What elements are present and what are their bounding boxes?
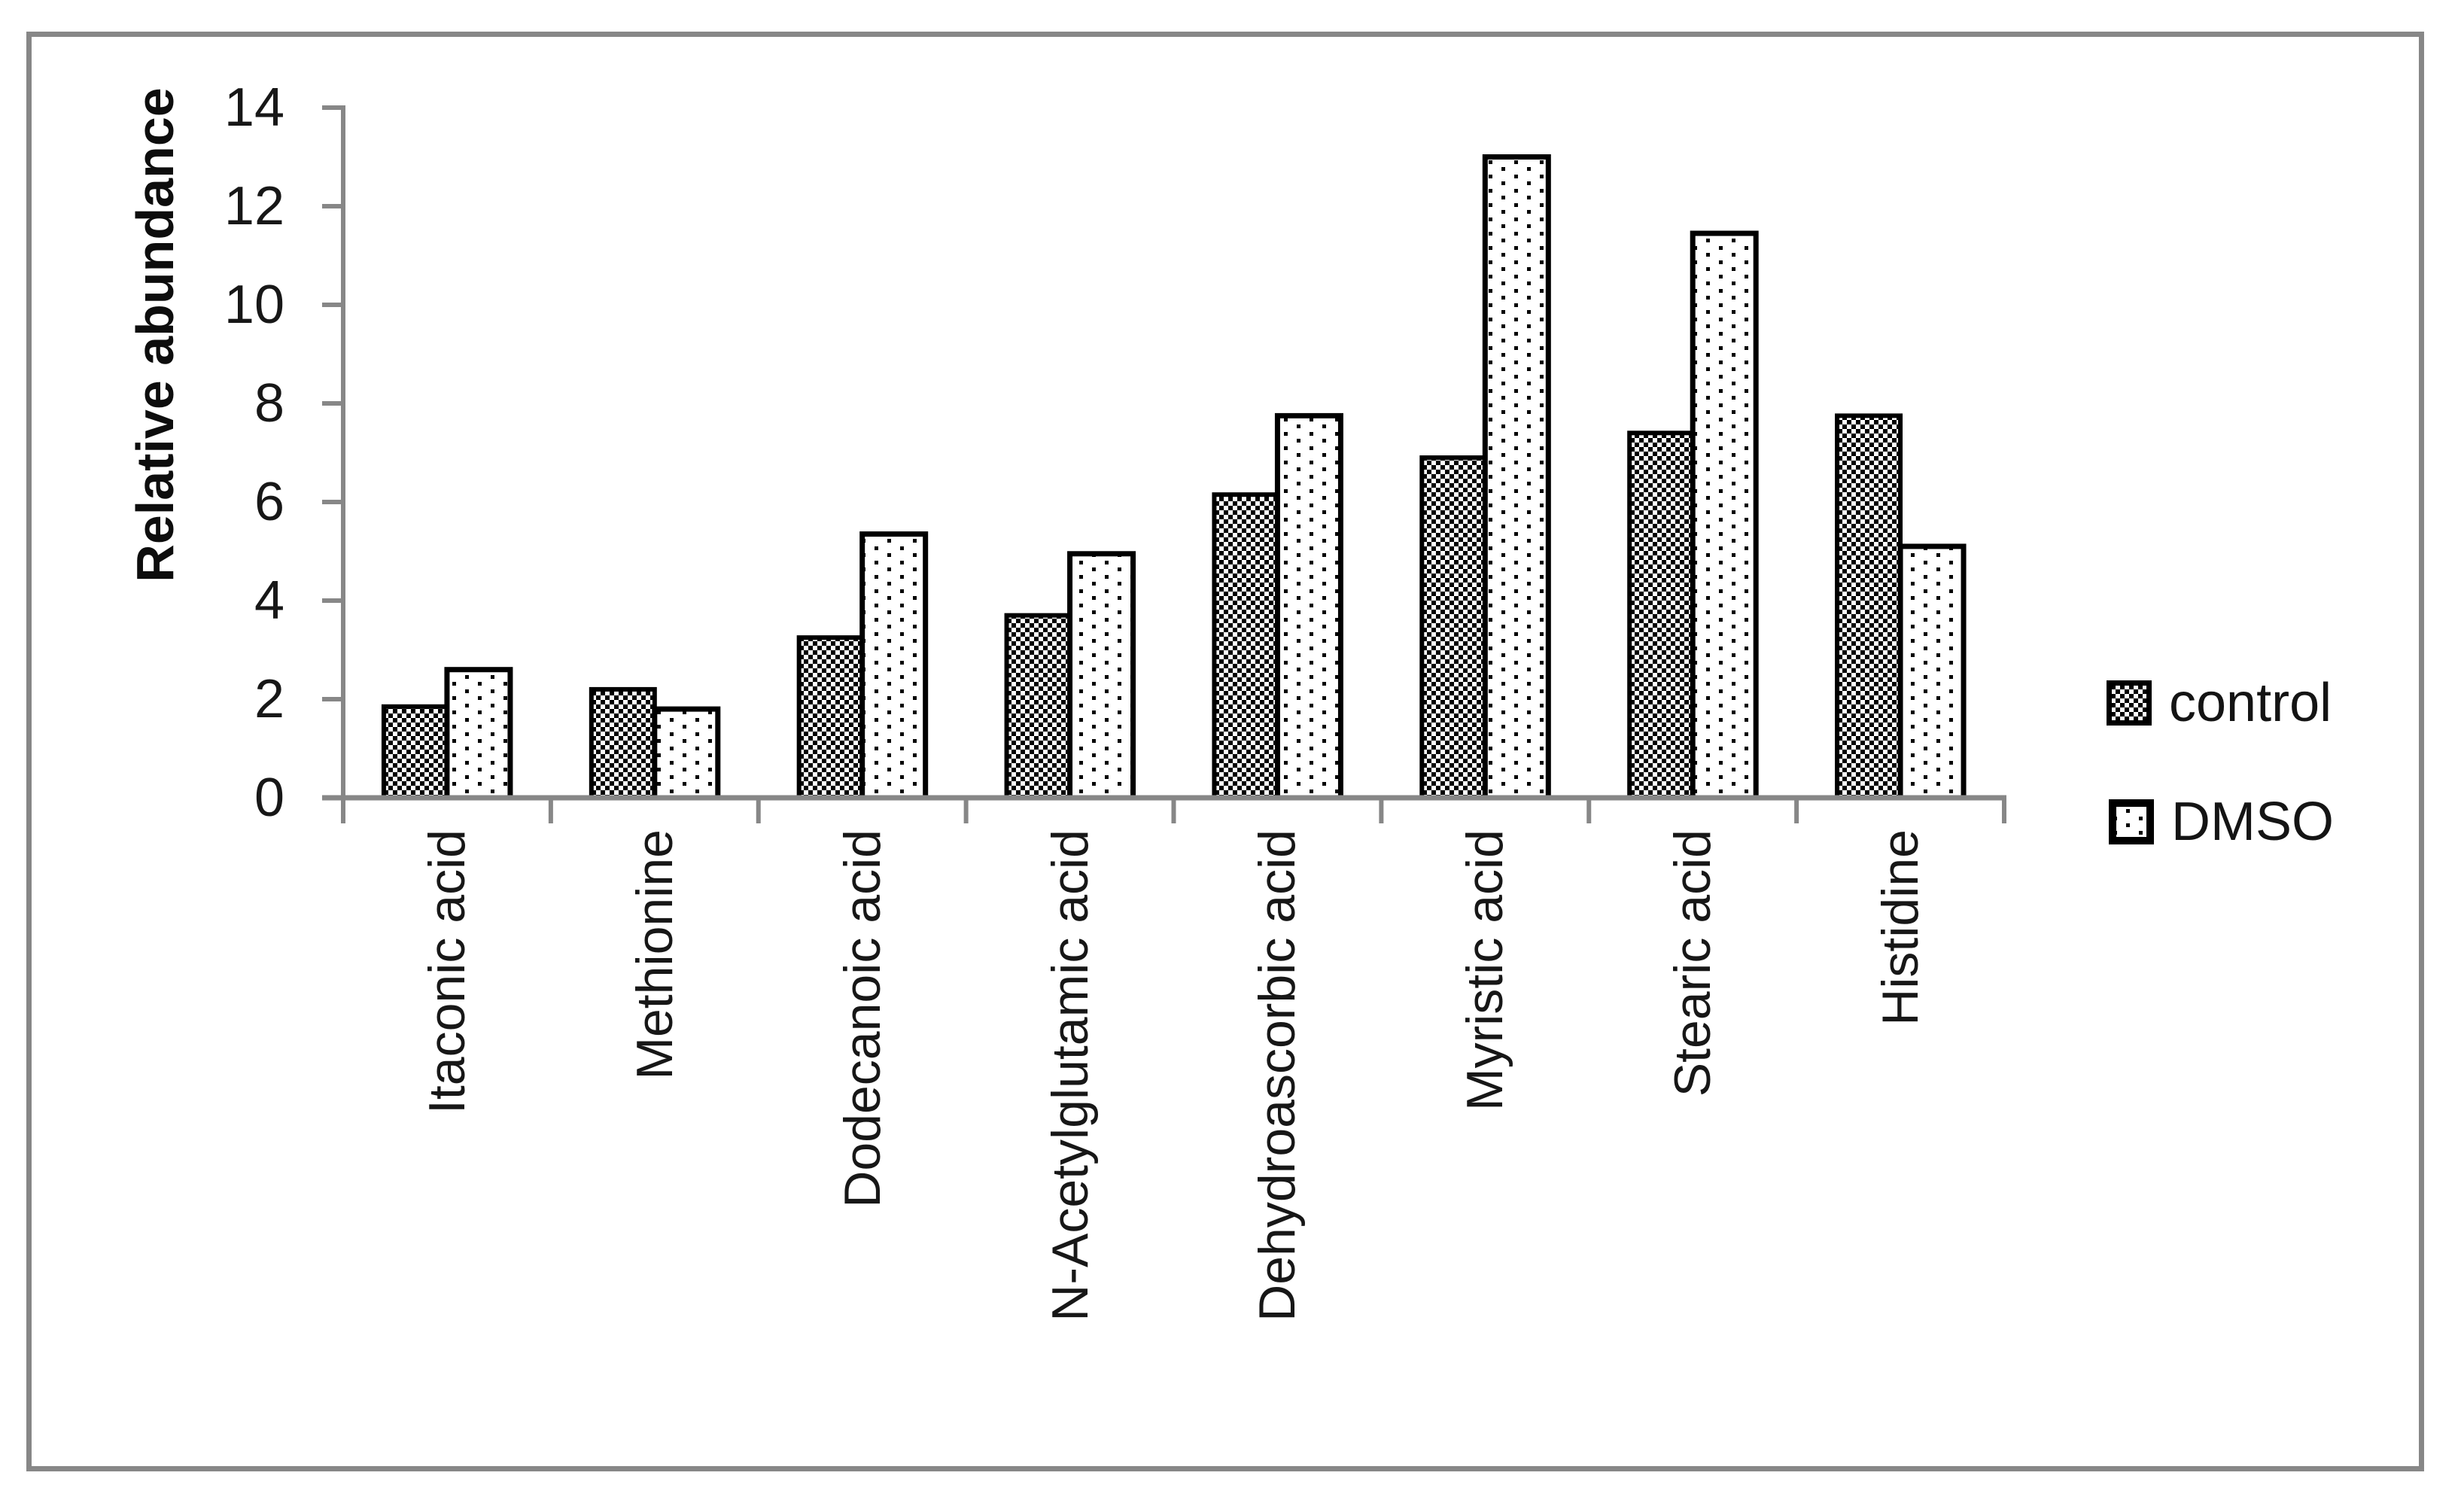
legend-item-control: control	[2107, 672, 2332, 734]
legend-label-control: control	[2169, 673, 2332, 733]
y-tick-label-8: 8	[254, 373, 284, 434]
x-category-label-methionine: Methionine	[625, 829, 683, 1080]
axes-layer	[322, 105, 2006, 823]
y-tick-label-6: 6	[254, 472, 284, 532]
y-tick-label-4: 4	[254, 570, 284, 631]
x-category-label-myristic-acid: Myristic acid	[1456, 829, 1514, 1112]
bar-DMSO-n-acetylglutamic-acid	[1067, 551, 1136, 801]
legend-label-dmso: DMSO	[2171, 792, 2334, 852]
x-category-label-histidine: Histidine	[1872, 829, 1930, 1026]
bar-control-myristic-acid	[1419, 455, 1488, 800]
x-category-label-stearic-acid: Stearic acid	[1664, 829, 1722, 1097]
bars-layer	[381, 154, 1967, 801]
bar-DMSO-methionine	[652, 706, 721, 801]
x-category-label-dodecanoic-acid: Dodecanoic acid	[833, 829, 891, 1208]
bar-control-dehydroascorbic-acid	[1212, 492, 1280, 800]
y-tick-label-10: 10	[224, 275, 284, 335]
bar-control-histidine	[1835, 413, 1903, 800]
y-tick-label-0: 0	[254, 768, 284, 828]
control-pattern-swatch-icon	[2107, 680, 2152, 726]
bar-DMSO-myristic-acid	[1482, 154, 1551, 801]
bar-control-methionine	[589, 686, 657, 801]
bar-DMSO-itaconic-acid	[444, 667, 513, 801]
bar-DMSO-dehydroascorbic-acid	[1274, 412, 1343, 801]
x-category-label-n-acetylglutamic-acid: N-Acetylglutamic acid	[1041, 829, 1099, 1322]
y-tick-label-2: 2	[254, 669, 284, 729]
bar-control-itaconic-acid	[381, 704, 449, 801]
bar-DMSO-stearic-acid	[1690, 230, 1759, 801]
bar-control-dodecanoic-acid	[796, 635, 865, 800]
bar-control-stearic-acid	[1627, 431, 1696, 800]
bar-DMSO-histidine	[1897, 543, 1967, 801]
y-tick-label-14: 14	[224, 78, 284, 138]
x-category-label-itaconic-acid: Itaconic acid	[418, 829, 476, 1114]
y-tick-label-12: 12	[224, 176, 284, 236]
x-category-label-dehydroascorbic-acid: Dehydroascorbic acid	[1249, 829, 1307, 1322]
bar-DMSO-dodecanoic-acid	[859, 531, 929, 801]
dmso-pattern-swatch-icon	[2109, 799, 2154, 844]
bar-control-n-acetylglutamic-acid	[1004, 613, 1072, 801]
legend-item-dmso: DMSO	[2109, 791, 2334, 853]
